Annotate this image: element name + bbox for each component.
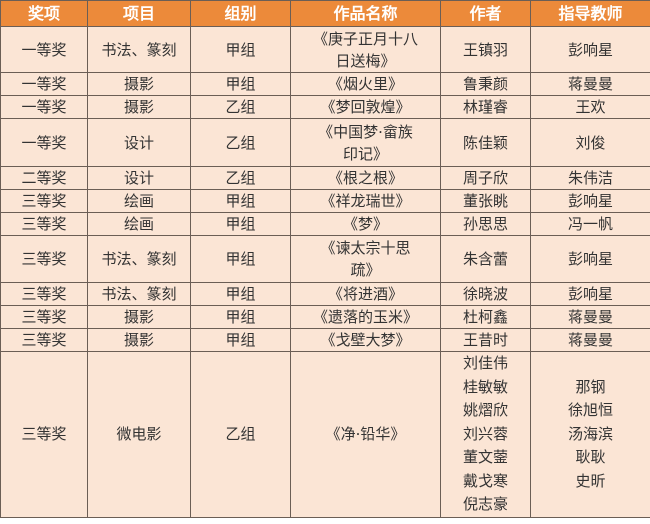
cell-group: 乙组 <box>190 118 291 167</box>
header-work-title: 作品名称 <box>290 0 441 27</box>
cell-advisor: 刘俊 <box>530 118 650 167</box>
cell-category: 绘画 <box>87 189 191 213</box>
table-row: 三等奖 微电影 乙组 《净·铅华》 刘佳伟 桂敏敏 姚熠欣 刘兴蓉 董文蓥 戴戈寒 倪志… <box>0 351 650 518</box>
header-award: 奖项 <box>0 0 88 27</box>
cell-author: 王昔时 <box>440 328 531 352</box>
cell-group: 甲组 <box>190 235 291 283</box>
cell-award: 三等奖 <box>0 282 88 306</box>
header-author: 作者 <box>440 0 531 27</box>
cell-author: 朱含蕾 <box>440 235 531 283</box>
cell-award: 三等奖 <box>0 351 88 518</box>
cell-award: 一等奖 <box>0 95 88 119</box>
cell-category: 设计 <box>87 166 191 190</box>
cell-group: 乙组 <box>190 351 291 518</box>
cell-author: 孙思思 <box>440 212 531 236</box>
cell-author: 陈佳颖 <box>440 118 531 167</box>
cell-author: 董张眺 <box>440 189 531 213</box>
table-row: 三等奖 绘画 甲组 《梦》 孙思思 冯一帆 <box>0 212 650 236</box>
cell-category: 微电影 <box>87 351 191 518</box>
table-row: 三等奖 书法、篆刻 甲组 《谏太宗十思疏》 朱含蕾 彭响星 <box>0 235 650 283</box>
cell-author: 王镇羽 <box>440 26 531 73</box>
cell-award: 一等奖 <box>0 118 88 167</box>
cell-group: 甲组 <box>190 212 291 236</box>
cell-work-title: 《中国梦·畲族印记》 <box>290 118 441 167</box>
cell-category: 书法、篆刻 <box>87 282 191 306</box>
cell-author: 徐晓波 <box>440 282 531 306</box>
cell-work-title: 《遗落的玉米》 <box>290 305 441 329</box>
cell-work-title: 《梦》 <box>290 212 441 236</box>
table-row: 三等奖 绘画 甲组 《祥龙瑞世》 董张眺 彭响星 <box>0 189 650 213</box>
cell-author: 刘佳伟 桂敏敏 姚熠欣 刘兴蓉 董文蓥 戴戈寒 倪志豪 <box>440 351 531 518</box>
cell-work-title: 《烟火里》 <box>290 72 441 96</box>
cell-author: 周子欣 <box>440 166 531 190</box>
cell-group: 甲组 <box>190 26 291 73</box>
cell-group: 甲组 <box>190 189 291 213</box>
cell-author: 杜柯鑫 <box>440 305 531 329</box>
cell-work-title: 《净·铅华》 <box>290 351 441 518</box>
cell-award: 三等奖 <box>0 189 88 213</box>
cell-advisor: 蒋曼曼 <box>530 305 650 329</box>
table-row: 二等奖 设计 乙组 《根之根》 周子欣 朱伟洁 <box>0 166 650 190</box>
cell-category: 书法、篆刻 <box>87 235 191 283</box>
cell-work-title: 《庚子正月十八日送梅》 <box>290 26 441 73</box>
cell-work-title: 《谏太宗十思疏》 <box>290 235 441 283</box>
table-row: 三等奖 摄影 甲组 《戈壁大梦》 王昔时 蒋曼曼 <box>0 328 650 352</box>
cell-advisor: 王欢 <box>530 95 650 119</box>
cell-group: 甲组 <box>190 305 291 329</box>
header-group: 组别 <box>190 0 291 27</box>
cell-award: 三等奖 <box>0 328 88 352</box>
cell-advisor: 蒋曼曼 <box>530 328 650 352</box>
cell-author: 鲁秉颜 <box>440 72 531 96</box>
cell-category: 摄影 <box>87 328 191 352</box>
cell-author: 林瑾睿 <box>440 95 531 119</box>
cell-group: 甲组 <box>190 72 291 96</box>
cell-award: 三等奖 <box>0 235 88 283</box>
cell-category: 设计 <box>87 118 191 167</box>
cell-advisor: 蒋曼曼 <box>530 72 650 96</box>
cell-award: 三等奖 <box>0 305 88 329</box>
cell-work-title: 《将进酒》 <box>290 282 441 306</box>
cell-work-title: 《戈壁大梦》 <box>290 328 441 352</box>
cell-advisor: 彭响星 <box>530 282 650 306</box>
cell-award: 一等奖 <box>0 72 88 96</box>
cell-work-title: 《根之根》 <box>290 166 441 190</box>
table-row: 一等奖 摄影 乙组 《梦回敦煌》 林瑾睿 王欢 <box>0 95 650 119</box>
cell-category: 摄影 <box>87 72 191 96</box>
cell-advisor: 彭响星 <box>530 26 650 73</box>
cell-category: 书法、篆刻 <box>87 26 191 73</box>
cell-award: 二等奖 <box>0 166 88 190</box>
cell-group: 乙组 <box>190 95 291 119</box>
cell-group: 甲组 <box>190 282 291 306</box>
cell-group: 甲组 <box>190 328 291 352</box>
cell-category: 绘画 <box>87 212 191 236</box>
cell-category: 摄影 <box>87 305 191 329</box>
cell-advisor: 彭响星 <box>530 189 650 213</box>
cell-advisor: 彭响星 <box>530 235 650 283</box>
cell-award: 三等奖 <box>0 212 88 236</box>
cell-advisor: 朱伟洁 <box>530 166 650 190</box>
header-advisor: 指导教师 <box>530 0 650 27</box>
table-row: 三等奖 书法、篆刻 甲组 《将进酒》 徐晓波 彭响星 <box>0 282 650 306</box>
cell-work-title: 《祥龙瑞世》 <box>290 189 441 213</box>
table-row: 一等奖 摄影 甲组 《烟火里》 鲁秉颜 蒋曼曼 <box>0 72 650 96</box>
table-row: 一等奖 设计 乙组 《中国梦·畲族印记》 陈佳颖 刘俊 <box>0 118 650 167</box>
table-row: 三等奖 摄影 甲组 《遗落的玉米》 杜柯鑫 蒋曼曼 <box>0 305 650 329</box>
cell-advisor: 那钢 徐旭恒 汤海滨 耿耿 史昕 <box>530 351 650 518</box>
header-row: 奖项 项目 组别 作品名称 作者 指导教师 <box>0 0 650 27</box>
cell-group: 乙组 <box>190 166 291 190</box>
header-category: 项目 <box>87 0 191 27</box>
cell-award: 一等奖 <box>0 26 88 73</box>
cell-category: 摄影 <box>87 95 191 119</box>
cell-advisor: 冯一帆 <box>530 212 650 236</box>
table-row: 一等奖 书法、篆刻 甲组 《庚子正月十八日送梅》 王镇羽 彭响星 <box>0 26 650 73</box>
cell-work-title: 《梦回敦煌》 <box>290 95 441 119</box>
